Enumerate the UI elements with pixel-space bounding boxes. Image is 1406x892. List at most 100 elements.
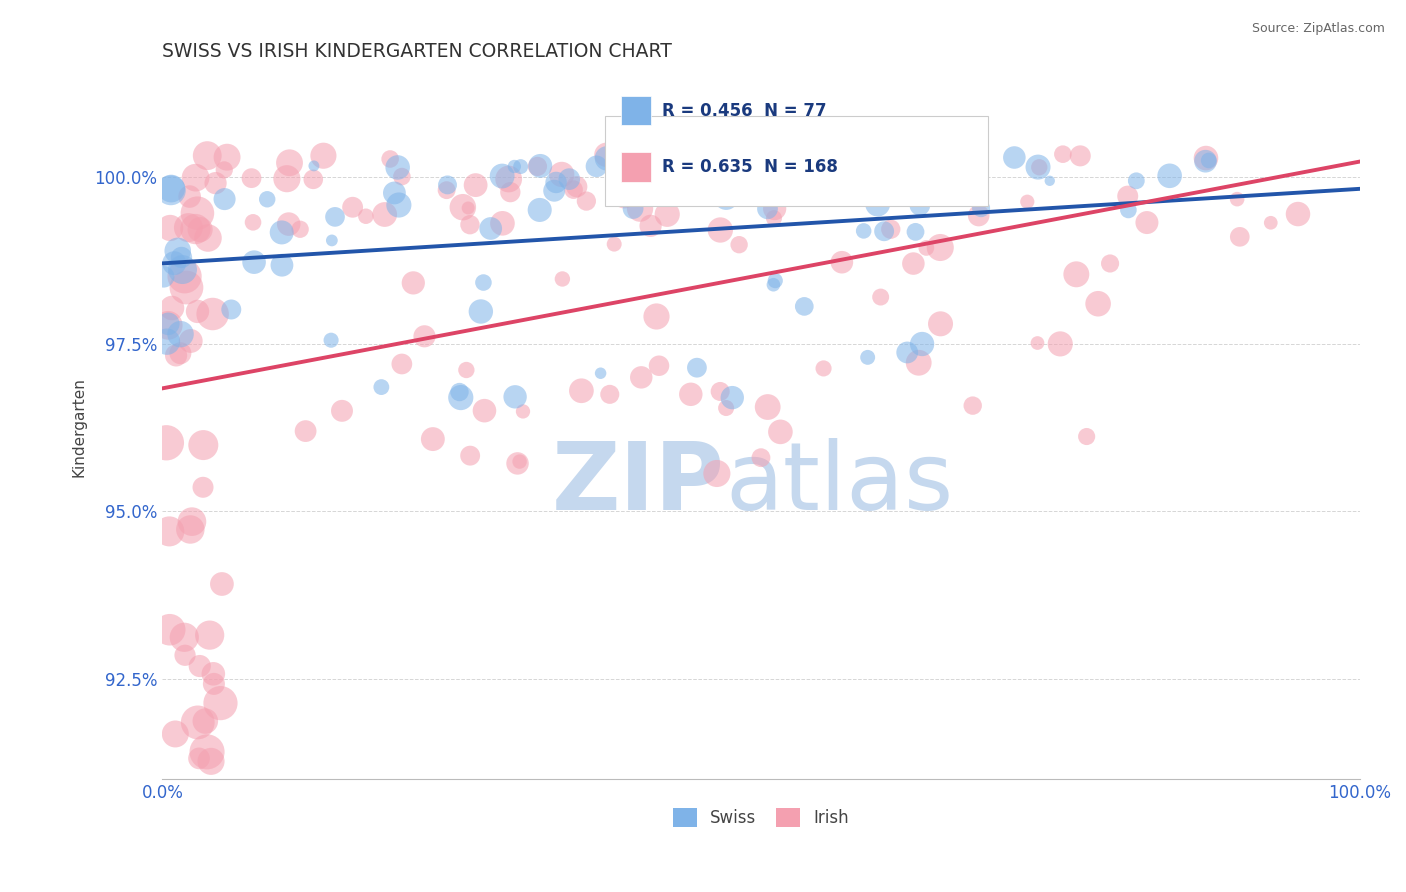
Point xyxy=(160,183,183,197)
Point xyxy=(179,523,201,537)
Point xyxy=(436,183,458,197)
Point xyxy=(319,333,342,347)
Point xyxy=(242,215,264,229)
Point xyxy=(714,191,737,205)
Point xyxy=(184,170,207,185)
Point xyxy=(1136,216,1159,230)
Point xyxy=(866,197,889,211)
Point xyxy=(562,183,585,197)
Point xyxy=(603,237,626,252)
Legend: Swiss, Irish: Swiss, Irish xyxy=(666,801,855,834)
Point xyxy=(1118,202,1140,217)
Point xyxy=(165,348,187,362)
Text: R = 0.635  N = 168: R = 0.635 N = 168 xyxy=(662,158,838,176)
Point xyxy=(869,290,891,304)
Point xyxy=(756,400,779,414)
Point xyxy=(157,318,180,333)
Point xyxy=(613,190,636,204)
Point xyxy=(165,727,187,741)
Point xyxy=(342,200,364,214)
Point xyxy=(1194,154,1216,169)
Point xyxy=(1028,161,1050,175)
Point xyxy=(160,301,183,315)
Point xyxy=(173,630,195,644)
Point xyxy=(1026,336,1049,351)
Point xyxy=(214,192,236,206)
Point xyxy=(388,198,411,212)
Point xyxy=(769,425,792,439)
Point xyxy=(391,169,413,184)
Point xyxy=(686,360,709,375)
Point xyxy=(599,387,621,401)
Point xyxy=(402,276,425,290)
Point xyxy=(172,262,194,277)
Point xyxy=(558,172,581,186)
Point xyxy=(194,714,217,728)
Point xyxy=(882,152,904,166)
Point xyxy=(170,251,193,265)
Point xyxy=(612,169,634,184)
Point xyxy=(929,240,952,254)
Point xyxy=(479,221,502,235)
Point xyxy=(709,384,731,399)
Point xyxy=(714,401,737,415)
Point xyxy=(302,159,325,173)
Point xyxy=(1125,174,1147,188)
Point xyxy=(413,329,436,343)
Point xyxy=(193,438,215,452)
Point xyxy=(762,277,785,292)
Point xyxy=(270,226,292,240)
Point xyxy=(595,148,617,162)
Point xyxy=(645,310,668,324)
Point xyxy=(188,222,211,236)
Point xyxy=(884,189,907,203)
Text: atlas: atlas xyxy=(725,438,953,530)
Point xyxy=(204,176,226,190)
Point xyxy=(880,222,903,236)
Point xyxy=(179,189,201,203)
Point xyxy=(498,172,520,186)
Point xyxy=(294,424,316,438)
Point xyxy=(169,346,191,360)
FancyBboxPatch shape xyxy=(621,95,651,126)
Point xyxy=(709,223,731,237)
Point xyxy=(159,623,181,637)
Point xyxy=(374,207,396,221)
Point xyxy=(856,351,879,365)
Point xyxy=(543,184,565,198)
Point xyxy=(219,302,242,317)
Point xyxy=(575,194,598,208)
Point xyxy=(1087,297,1109,311)
Point xyxy=(1195,151,1218,165)
Point xyxy=(596,152,619,166)
Point xyxy=(450,391,472,405)
Point xyxy=(499,185,522,199)
Point xyxy=(354,209,377,223)
Point xyxy=(458,218,481,232)
Point xyxy=(302,172,325,186)
Text: ZIP: ZIP xyxy=(553,438,725,530)
Point xyxy=(908,186,931,200)
Point xyxy=(915,241,938,255)
Point xyxy=(551,168,574,182)
Point xyxy=(503,390,526,404)
Point xyxy=(763,274,786,288)
Point xyxy=(436,178,458,192)
Point xyxy=(679,387,702,401)
Text: R = 0.456  N = 77: R = 0.456 N = 77 xyxy=(662,102,827,120)
Point xyxy=(1039,174,1062,188)
Point xyxy=(589,366,612,380)
Point xyxy=(814,156,837,170)
Point xyxy=(546,176,568,190)
Point xyxy=(831,255,853,269)
Point xyxy=(571,384,593,398)
Point xyxy=(243,255,266,269)
Point xyxy=(908,198,931,212)
Point xyxy=(457,201,479,215)
Point xyxy=(1066,268,1088,282)
Point xyxy=(174,648,197,663)
Point xyxy=(330,404,353,418)
Point xyxy=(169,327,191,342)
Point xyxy=(422,432,444,446)
Point xyxy=(859,174,882,188)
